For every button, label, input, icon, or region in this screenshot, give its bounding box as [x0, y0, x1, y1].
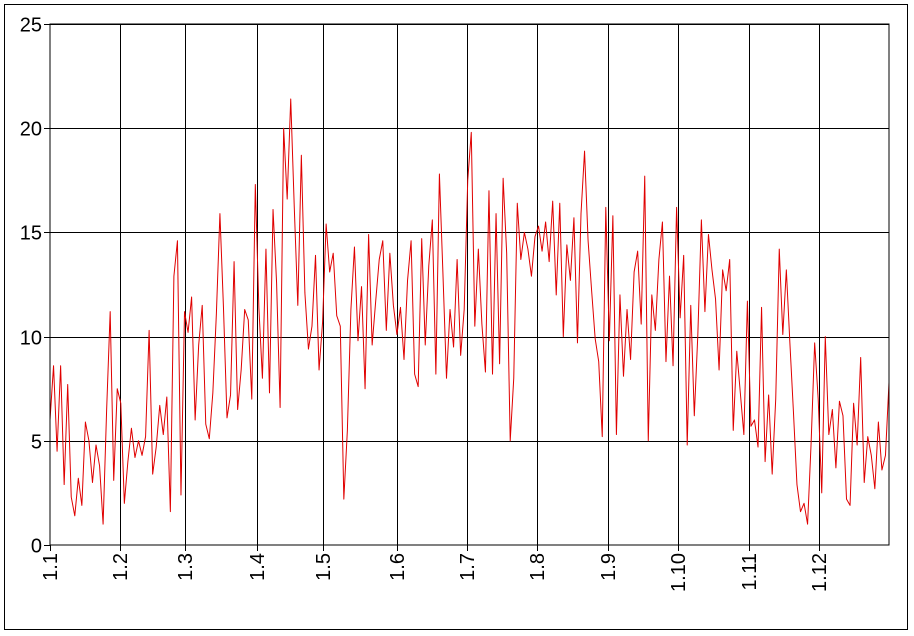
x-tick-label: 1.1 — [40, 553, 62, 581]
axes — [44, 23, 890, 551]
x-tick-label: 1.8 — [527, 553, 549, 581]
tick-labels: 0 5 10 15 20 25 1.1 1.2 1.3 1.4 1.5 1.6 1.7 1.8 1.9 1.1… — [20, 15, 831, 592]
y-tick-label: 20 — [20, 119, 42, 141]
gridlines — [50, 24, 889, 545]
y-tick-label: 0 — [31, 536, 42, 558]
x-tick-label: 1.6 — [387, 553, 409, 581]
y-tick-label: 5 — [31, 432, 42, 454]
x-tick-label: 1.11 — [739, 553, 761, 590]
series-layer — [49, 98, 890, 525]
plot-area-border — [49, 23, 890, 546]
y-tick-label: 15 — [20, 223, 42, 245]
chart-frame — [4, 4, 908, 630]
series-line — [49, 98, 890, 525]
x-tick-label: 1.5 — [313, 553, 335, 581]
x-tick-label: 1.9 — [598, 553, 620, 581]
x-tick-label: 1.12 — [809, 553, 831, 592]
y-tick-label: 10 — [20, 328, 42, 350]
x-tick-label: 1.7 — [457, 553, 479, 581]
x-tick-label: 1.3 — [175, 553, 197, 581]
x-tick-label: 1.2 — [110, 553, 132, 581]
x-tick-label: 1.4 — [247, 553, 269, 581]
y-tick-label: 25 — [20, 15, 42, 37]
x-tick-label: 1.10 — [668, 553, 690, 592]
